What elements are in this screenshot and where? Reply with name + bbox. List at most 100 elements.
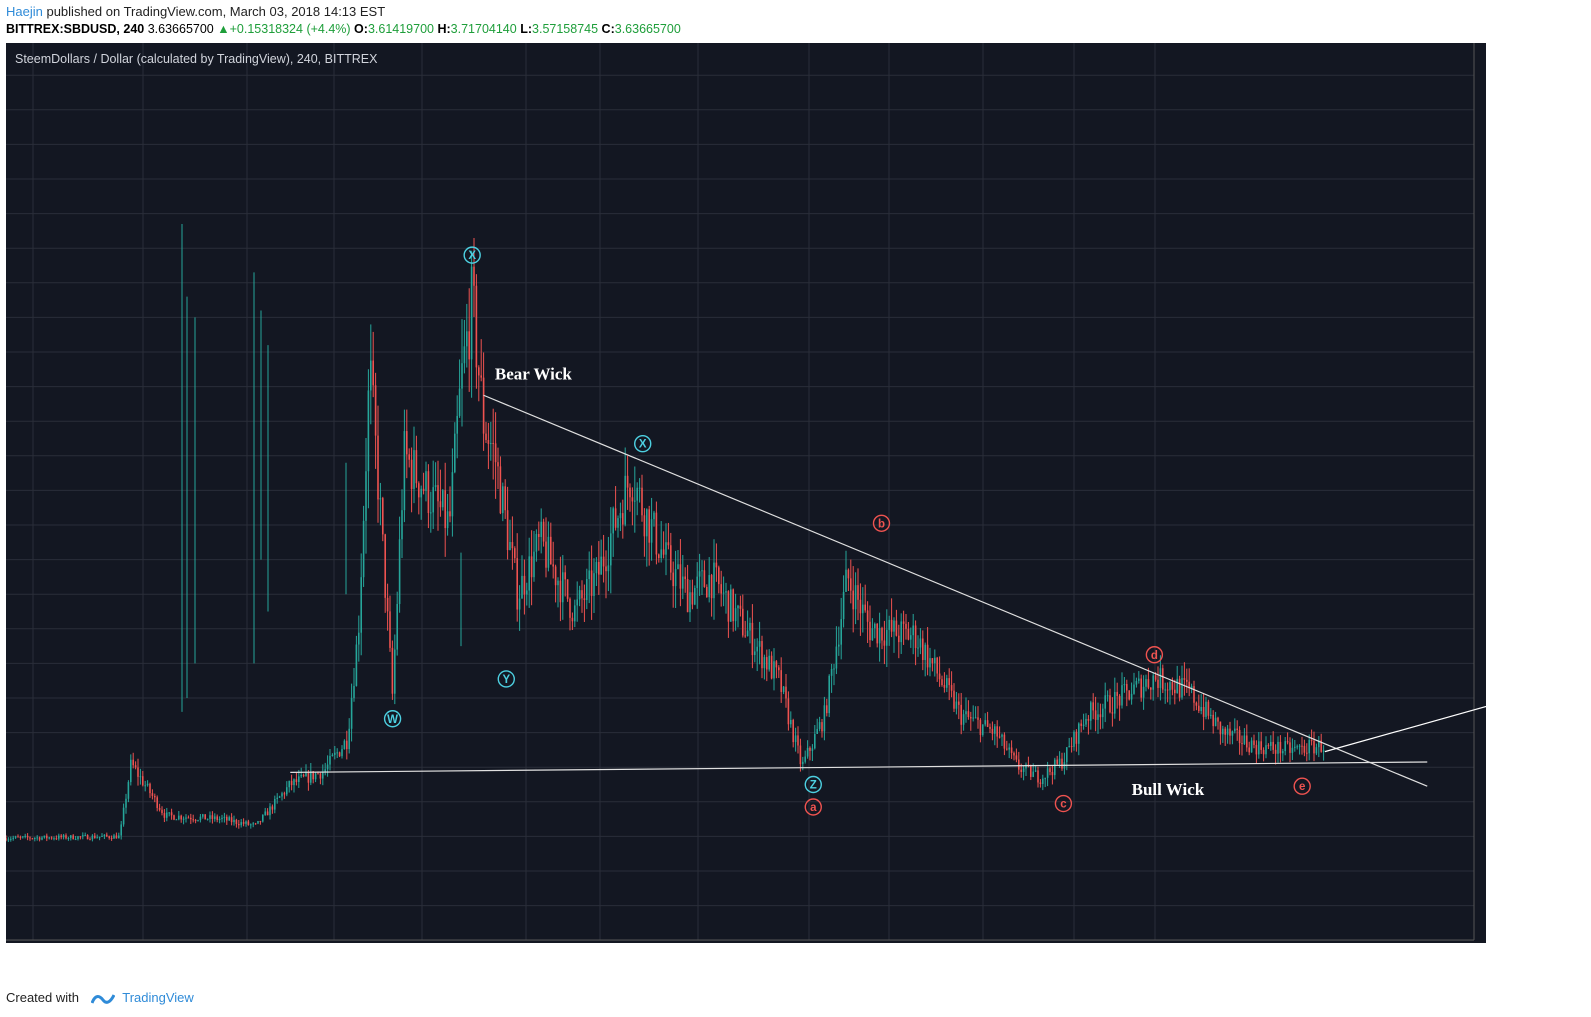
candle-body (91, 835, 94, 840)
candle-body (1318, 740, 1320, 748)
candle-body (907, 628, 910, 640)
candle-body (970, 717, 972, 719)
candle-body (118, 835, 120, 839)
candle-body (254, 823, 257, 825)
candle-body (890, 619, 893, 632)
candle-body (1183, 678, 1186, 680)
candle-body (22, 836, 24, 838)
candle-body (943, 685, 946, 688)
candle-body (799, 745, 802, 765)
candle-body (72, 835, 74, 840)
candle-body (34, 838, 36, 840)
candle-body (670, 545, 672, 573)
candle-body (530, 556, 533, 578)
candle-body (509, 542, 511, 551)
high-value: 3.71704140 (450, 22, 517, 36)
candle-body (881, 628, 883, 641)
candle-body (1176, 678, 1178, 694)
candle-body (979, 719, 982, 735)
candle-body (682, 576, 684, 589)
candle-body (1296, 746, 1298, 748)
candle-body (264, 811, 266, 815)
candle-body (583, 598, 586, 601)
candle-body (1109, 695, 1111, 713)
candle-body (312, 771, 314, 780)
candle-body (1166, 689, 1169, 691)
candle-body (1018, 759, 1020, 770)
candle-body (1150, 687, 1152, 690)
candle-body (7, 839, 10, 841)
ohlc-bar: BITTREX:SBDUSD, 240 3.63665700 ▲+0.15318… (6, 21, 681, 38)
candle-body (86, 834, 89, 840)
candle-body (667, 542, 670, 546)
candle-body (737, 605, 739, 609)
candle-body (190, 817, 192, 820)
candle-body (662, 549, 665, 555)
candle-body (631, 497, 634, 502)
candle-body (353, 685, 355, 699)
trendline-lower (290, 761, 1428, 773)
candle-body (307, 772, 310, 783)
candle-body (276, 797, 278, 799)
author-link[interactable]: Haejin (6, 4, 43, 19)
wave-label: b (872, 514, 891, 532)
footer: Created with TradingView (6, 990, 194, 1006)
candle-body (209, 815, 211, 819)
candle-body (1006, 748, 1008, 750)
candle-body (1294, 746, 1296, 748)
candle-body (67, 837, 70, 839)
candle-body (835, 646, 838, 669)
candle-body (139, 776, 142, 778)
candle-body (1255, 744, 1258, 755)
candle-body (629, 487, 631, 498)
wave-label-text: b (878, 518, 885, 530)
candle-body (754, 651, 756, 656)
candle-body (636, 487, 638, 501)
candle-body (211, 815, 214, 819)
candle-body (746, 630, 749, 637)
candle-body (468, 331, 470, 360)
wave-label-text: d (1151, 650, 1158, 662)
tradingview-link[interactable]: TradingView (122, 990, 194, 1005)
candle-body (314, 773, 317, 780)
candle-body (751, 622, 754, 656)
candle-body (288, 780, 290, 788)
price-chart[interactable]: 23.0000000022.0000000021.0000000020.0000… (6, 43, 1486, 943)
candle-body (166, 812, 168, 818)
candle-body (410, 459, 413, 490)
candle-body (451, 472, 454, 517)
candle-body (1178, 678, 1181, 698)
chart-area[interactable]: 23.0000000022.0000000021.0000000020.0000… (6, 43, 1486, 943)
candle-body (732, 589, 734, 622)
last-price: 3.63665700 (147, 22, 214, 36)
candle-body (888, 619, 890, 630)
candle-body (1159, 668, 1162, 688)
candle-body (242, 822, 245, 824)
candle-body (720, 584, 722, 594)
candle-body (305, 772, 307, 777)
candle-body (634, 500, 636, 502)
candle-body (163, 813, 166, 818)
candle-body (518, 598, 521, 610)
candle-body (550, 536, 552, 565)
candle-body (482, 377, 485, 434)
candle-body (816, 728, 818, 734)
candle-body (134, 765, 137, 768)
candle-body (446, 511, 449, 529)
candle-body (1286, 741, 1289, 743)
candle-body (286, 787, 288, 795)
candle-body (713, 562, 715, 599)
candle-body (101, 836, 103, 838)
candle-body (31, 838, 34, 840)
candle-body (1274, 749, 1277, 754)
candle-body (626, 475, 629, 488)
candle-body (566, 579, 569, 599)
candle-body (590, 570, 593, 596)
candle-body (370, 360, 372, 391)
candle-body (156, 797, 158, 808)
candle-body (595, 562, 598, 574)
candle-body (406, 431, 408, 455)
candle-body (89, 839, 91, 841)
candle-body (506, 510, 509, 551)
candle-body (1068, 745, 1070, 748)
